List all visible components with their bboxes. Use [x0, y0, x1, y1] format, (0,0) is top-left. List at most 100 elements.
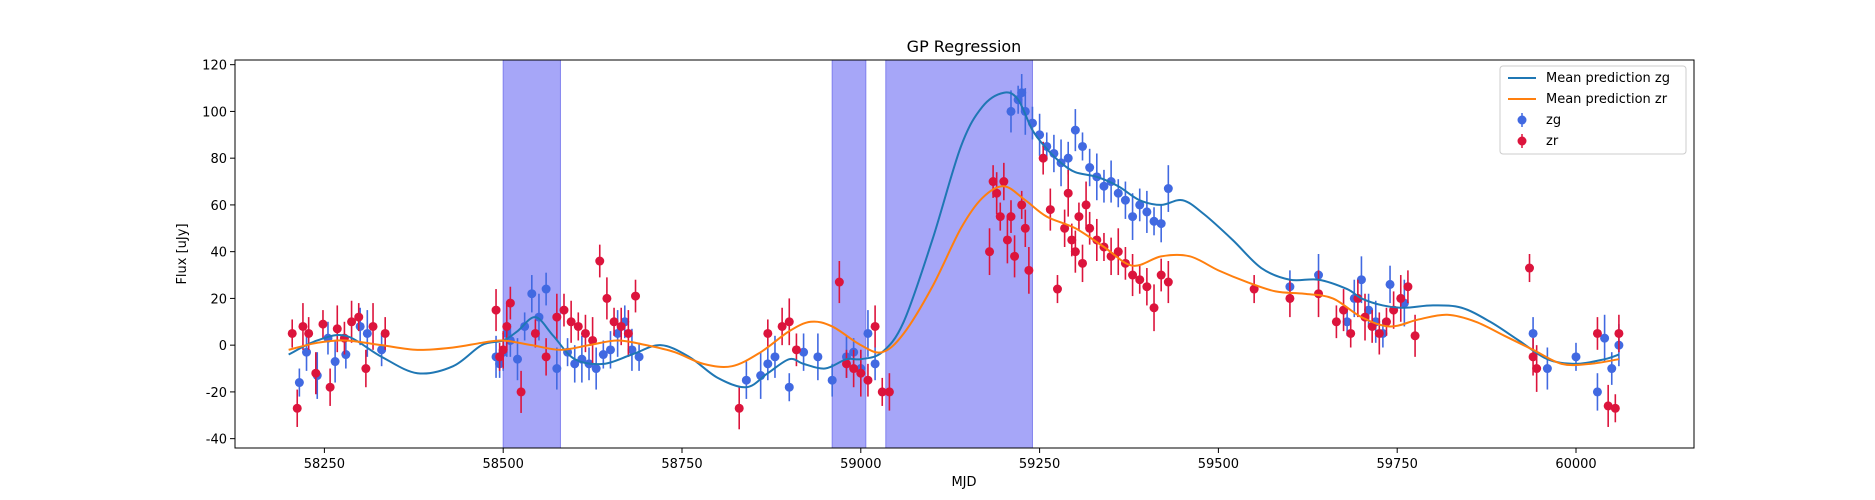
point-zr-27: [588, 335, 598, 345]
point-zr-65: [1074, 212, 1084, 222]
y-tick-label--20: -20: [206, 386, 227, 401]
legend-box: [1499, 65, 1687, 155]
point-zg-19: [552, 364, 562, 374]
point-zr-62: [1063, 188, 1073, 198]
point-zg-63: [1135, 200, 1145, 210]
point-zr-52: [1002, 235, 1012, 245]
point-zr-6: [325, 382, 335, 392]
point-zr-33: [631, 291, 641, 301]
point-zg-29: [627, 345, 637, 355]
point-zg-64: [1142, 207, 1152, 217]
point-zg-35: [784, 382, 794, 392]
point-zr-17: [502, 321, 512, 331]
point-zr-9: [347, 317, 357, 327]
x-tick-label-58250: 58250: [304, 457, 345, 472]
y-tick-label-60: 60: [210, 199, 227, 214]
point-zr-90: [1381, 317, 1391, 327]
x-tick-label-60000: 60000: [1555, 457, 1596, 472]
legend-swatch-zr: [1517, 136, 1527, 146]
point-zr-43: [863, 375, 873, 385]
point-zg-67: [1163, 184, 1173, 194]
point-zr-34: [734, 403, 744, 413]
point-zg-50: [1042, 141, 1052, 151]
y-tick-label-20: 20: [210, 292, 227, 307]
point-zr-92: [1396, 293, 1406, 303]
point-zr-68: [1085, 223, 1095, 233]
point-zr-14: [491, 305, 501, 315]
point-zr-69: [1092, 235, 1102, 245]
y-tick-label-80: 80: [210, 152, 227, 167]
point-zr-26: [580, 328, 590, 338]
point-zg-62: [1128, 212, 1138, 222]
point-zg-24: [591, 364, 601, 374]
point-zg-37: [813, 352, 823, 362]
point-zr-95: [1525, 263, 1535, 273]
x-tick-label-59750: 59750: [1377, 457, 1418, 472]
point-zr-99: [1603, 401, 1613, 411]
point-zr-39: [834, 277, 844, 287]
point-zr-98: [1592, 328, 1602, 338]
point-zr-7: [332, 324, 342, 334]
point-zg-80: [1571, 352, 1581, 362]
point-zr-61: [1060, 223, 1070, 233]
point-zr-63: [1067, 235, 1077, 245]
point-zg-27: [613, 328, 623, 338]
point-zr-18: [505, 298, 515, 308]
point-zg-34: [770, 352, 780, 362]
point-zr-51: [999, 177, 1009, 187]
x-tick-label-59250: 59250: [1019, 457, 1060, 472]
point-zr-57: [1024, 265, 1034, 275]
point-zr-79: [1163, 277, 1173, 287]
point-zr-75: [1135, 275, 1145, 285]
point-zr-48: [988, 177, 998, 187]
point-zr-89: [1374, 328, 1384, 338]
point-zr-47: [985, 247, 995, 257]
legend-label-zr-line: Mean prediction zr: [1546, 92, 1668, 107]
point-zg-51: [1049, 148, 1059, 158]
point-zg-46: [1017, 88, 1027, 98]
point-zg-58: [1099, 181, 1109, 191]
point-zr-2: [298, 321, 308, 331]
point-zr-12: [368, 321, 378, 331]
point-zr-29: [602, 293, 612, 303]
line-series-zg: [288, 91, 1620, 389]
plot-area-frame: [234, 59, 1695, 449]
y-tick-label-40: 40: [210, 246, 227, 261]
point-zg-42: [863, 328, 873, 338]
point-zg-54: [1070, 125, 1080, 135]
point-zr-74: [1128, 270, 1138, 280]
point-zr-58: [1038, 153, 1048, 163]
x-tick-label-59000: 59000: [840, 457, 881, 472]
point-zr-82: [1314, 289, 1324, 299]
point-zr-24: [566, 317, 576, 327]
point-zg-44: [1006, 106, 1016, 116]
point-zg-18: [541, 284, 551, 294]
legend-label-zg-line: Mean prediction zg: [1546, 71, 1670, 86]
point-zr-40: [841, 359, 851, 369]
series-layer: [287, 74, 1624, 430]
point-zr-94: [1410, 331, 1420, 341]
point-zg-56: [1085, 163, 1095, 173]
point-zr-11: [361, 364, 371, 374]
point-zr-86: [1353, 293, 1363, 303]
point-zr-53: [1006, 212, 1016, 222]
point-zg-5: [341, 350, 351, 360]
point-zr-19: [516, 387, 526, 397]
point-zr-101: [1614, 328, 1624, 338]
point-zr-44: [870, 321, 880, 331]
point-zg-6: [355, 321, 365, 331]
x-tick-label-58750: 58750: [661, 457, 702, 472]
point-zg-36: [799, 347, 809, 357]
point-zr-72: [1113, 247, 1123, 257]
point-zr-23: [559, 305, 569, 315]
point-zg-79: [1542, 364, 1552, 374]
point-zr-32: [623, 328, 633, 338]
point-zr-56: [1020, 223, 1030, 233]
point-zg-17: [534, 312, 544, 322]
x-axis-label: MJD: [951, 475, 976, 490]
point-zr-35: [763, 328, 773, 338]
point-zg-15: [520, 321, 530, 331]
point-zr-93: [1403, 282, 1413, 292]
line-series-zr: [288, 185, 1620, 368]
